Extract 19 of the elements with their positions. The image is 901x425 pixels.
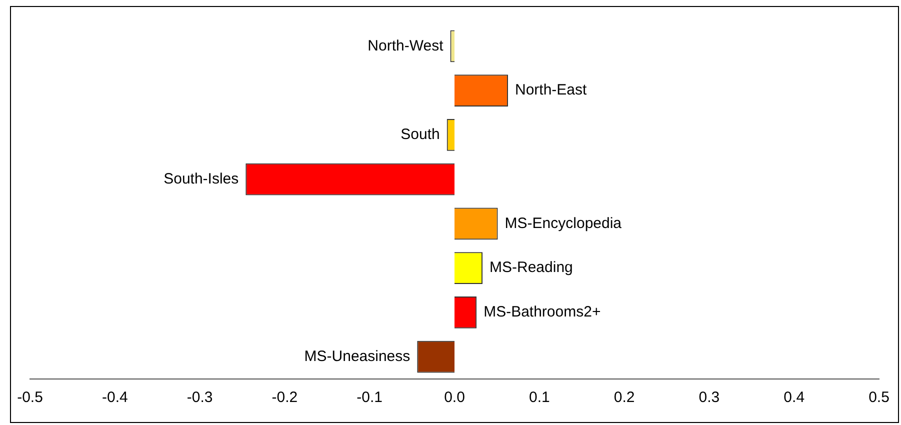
x-tick-label: -0.5 — [17, 389, 43, 406]
y-tick-label: MS-Encyclopedia — [504, 214, 622, 232]
x-tick-label: -0.4 — [102, 389, 128, 406]
y-tick-label: MS-Reading — [490, 259, 573, 276]
x-tick-label: 0.5 — [868, 389, 890, 406]
x-tick-label: -0.2 — [272, 389, 298, 406]
x-tick-label: 0.4 — [784, 389, 805, 406]
x-tick-label: 0.3 — [698, 389, 720, 406]
y-tick-label: MS-Bathrooms2+ — [484, 304, 601, 321]
y-tick-label: South-Isles — [164, 170, 239, 188]
y-tick-label: South — [400, 126, 440, 144]
x-tick-label: 0.0 — [444, 389, 465, 406]
x-tick-label: -0.1 — [356, 389, 383, 406]
y-tick-label: MS-Uneasiness — [304, 348, 410, 365]
y-tick-label: North-West — [368, 37, 444, 54]
x-tick-label: 0.2 — [614, 389, 635, 406]
y-tick-label: North-East — [514, 82, 588, 99]
x-tick-label: -0.3 — [186, 389, 213, 406]
x-tick-label: 0.1 — [528, 389, 550, 406]
